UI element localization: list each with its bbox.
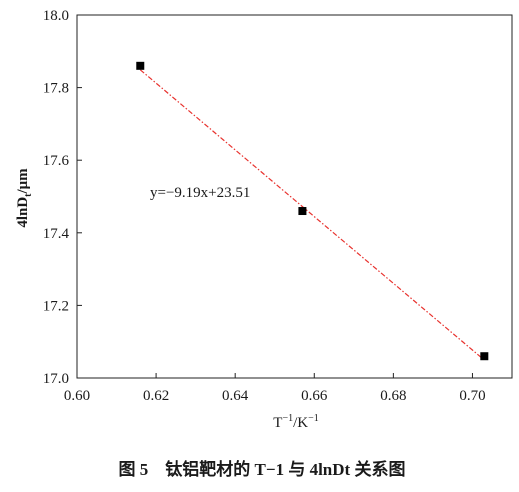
y-tick-label: 17.8 [43,81,69,97]
x-ticks: 0.60 0.62 0.64 0.66 0.68 0.70 [64,373,486,404]
x-tick-label: 0.62 [143,388,169,404]
x-axis-label: T−1/K−1 [273,413,318,431]
plot-frame [76,14,513,379]
fit-equation: y=−9.19x+23.51 [150,185,250,201]
y-tick-label: 17.6 [43,153,70,169]
y-tick-label: 17.0 [43,371,69,387]
x-tick-label: 0.64 [222,388,249,404]
data-point [480,352,489,361]
y-ticks: 17.0 17.2 17.4 17.6 17.8 18.0 [43,8,82,387]
y-axis-label: 4lnDt/μm [15,168,34,228]
x-tick-label: 0.68 [380,388,406,404]
data-point [298,207,307,216]
x-tick-label: 0.70 [459,388,485,404]
y-tick-label: 17.4 [43,226,70,242]
data-points [136,61,489,361]
fit-line-group [139,69,485,361]
x-tick-label: 0.66 [301,388,328,404]
fit-line [139,69,485,361]
y-tick-label: 17.2 [43,298,69,314]
x-tick-label: 0.60 [64,388,90,404]
data-point [136,61,145,70]
figure-caption: 图 5 钛铝靶材的 T−1 与 4lnDt 关系图 [119,459,406,479]
y-tick-label: 18.0 [43,8,69,24]
